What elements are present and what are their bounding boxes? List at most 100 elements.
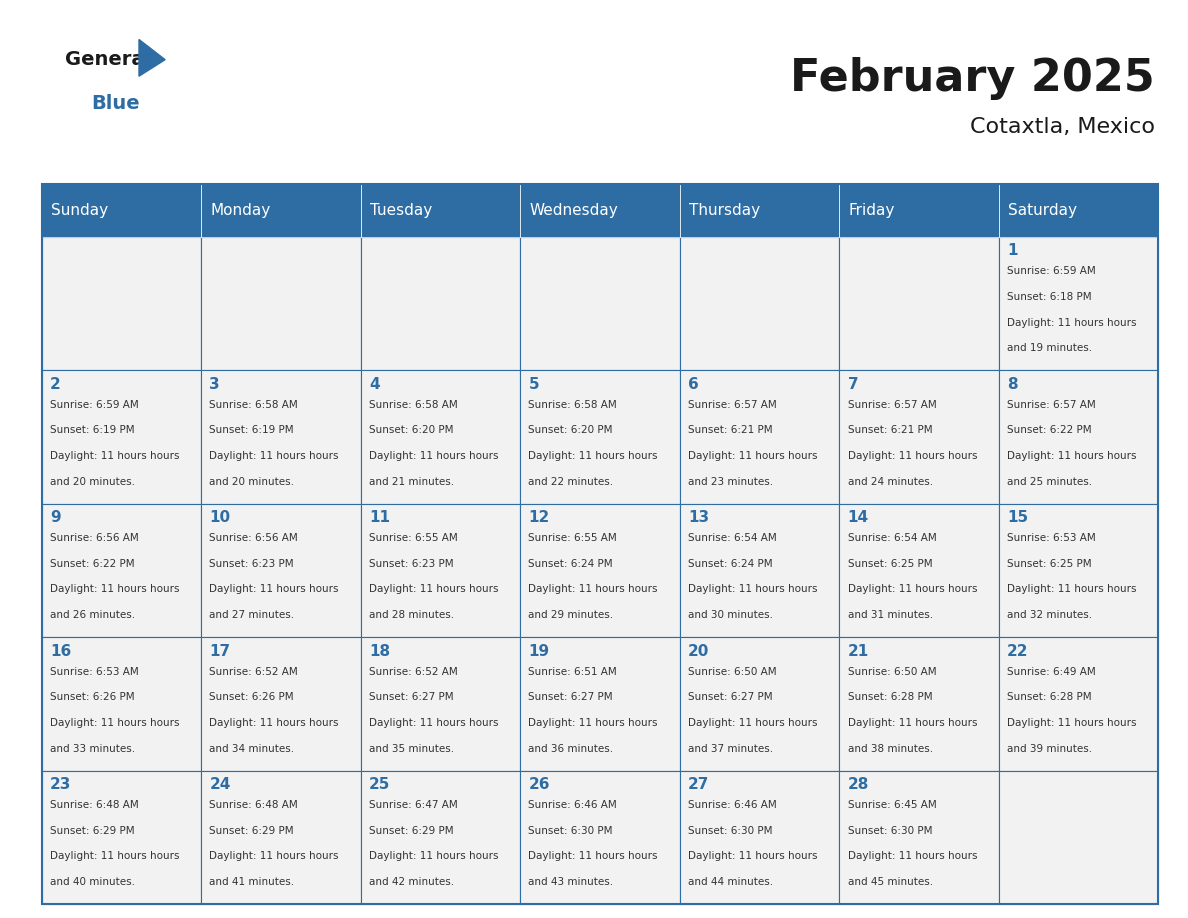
Bar <box>520 370 680 504</box>
Text: Sunset: 6:21 PM: Sunset: 6:21 PM <box>688 425 772 435</box>
Text: and 41 minutes.: and 41 minutes. <box>209 877 295 887</box>
Bar <box>201 370 361 504</box>
Text: 17: 17 <box>209 644 230 659</box>
Bar <box>520 771 680 904</box>
Text: Sunset: 6:22 PM: Sunset: 6:22 PM <box>1007 425 1092 435</box>
Text: Sunset: 6:30 PM: Sunset: 6:30 PM <box>688 826 772 835</box>
Text: Sunset: 6:19 PM: Sunset: 6:19 PM <box>209 425 295 435</box>
Text: Daylight: 11 hours hours: Daylight: 11 hours hours <box>847 718 977 728</box>
Text: Sunset: 6:23 PM: Sunset: 6:23 PM <box>369 559 454 569</box>
Bar <box>361 237 520 370</box>
Text: Sunrise: 6:55 AM: Sunrise: 6:55 AM <box>369 533 457 543</box>
Text: Sunset: 6:26 PM: Sunset: 6:26 PM <box>209 692 295 702</box>
Bar <box>42 184 1158 904</box>
Text: 13: 13 <box>688 510 709 525</box>
Text: and 19 minutes.: and 19 minutes. <box>1007 343 1092 353</box>
Text: Daylight: 11 hours hours: Daylight: 11 hours hours <box>688 718 817 728</box>
Bar <box>839 637 999 771</box>
Text: 22: 22 <box>1007 644 1029 659</box>
Text: Daylight: 11 hours hours: Daylight: 11 hours hours <box>1007 451 1137 461</box>
Bar <box>520 237 680 370</box>
Text: Sunrise: 6:46 AM: Sunrise: 6:46 AM <box>688 800 777 810</box>
Text: Sunrise: 6:54 AM: Sunrise: 6:54 AM <box>688 533 777 543</box>
Text: Sunset: 6:27 PM: Sunset: 6:27 PM <box>688 692 772 702</box>
Bar <box>201 771 361 904</box>
Bar <box>999 184 1158 237</box>
Text: and 32 minutes.: and 32 minutes. <box>1007 610 1092 621</box>
Text: Daylight: 11 hours hours: Daylight: 11 hours hours <box>369 718 499 728</box>
Text: Daylight: 11 hours hours: Daylight: 11 hours hours <box>209 852 339 861</box>
Text: 3: 3 <box>209 376 220 392</box>
Text: Sunrise: 6:54 AM: Sunrise: 6:54 AM <box>847 533 936 543</box>
Text: Daylight: 11 hours hours: Daylight: 11 hours hours <box>209 451 339 461</box>
Bar <box>839 237 999 370</box>
Text: Sunday: Sunday <box>51 203 108 218</box>
Text: and 28 minutes.: and 28 minutes. <box>369 610 454 621</box>
Text: Saturday: Saturday <box>1009 203 1078 218</box>
Text: Daylight: 11 hours hours: Daylight: 11 hours hours <box>50 718 179 728</box>
Bar <box>201 504 361 637</box>
Text: Daylight: 11 hours hours: Daylight: 11 hours hours <box>529 852 658 861</box>
Text: Sunrise: 6:58 AM: Sunrise: 6:58 AM <box>209 399 298 409</box>
Text: Sunrise: 6:52 AM: Sunrise: 6:52 AM <box>209 666 298 677</box>
Text: Sunrise: 6:57 AM: Sunrise: 6:57 AM <box>847 399 936 409</box>
Bar <box>999 504 1158 637</box>
Text: Sunset: 6:20 PM: Sunset: 6:20 PM <box>369 425 454 435</box>
Text: and 31 minutes.: and 31 minutes. <box>847 610 933 621</box>
Text: 15: 15 <box>1007 510 1028 525</box>
Text: and 25 minutes.: and 25 minutes. <box>1007 476 1092 487</box>
Text: Sunrise: 6:57 AM: Sunrise: 6:57 AM <box>688 399 777 409</box>
Bar <box>839 771 999 904</box>
Text: Sunset: 6:27 PM: Sunset: 6:27 PM <box>369 692 454 702</box>
Text: Daylight: 11 hours hours: Daylight: 11 hours hours <box>209 585 339 595</box>
Text: Sunset: 6:23 PM: Sunset: 6:23 PM <box>209 559 295 569</box>
Text: Sunrise: 6:56 AM: Sunrise: 6:56 AM <box>209 533 298 543</box>
Text: Daylight: 11 hours hours: Daylight: 11 hours hours <box>847 585 977 595</box>
Text: 4: 4 <box>369 376 380 392</box>
Text: Sunset: 6:29 PM: Sunset: 6:29 PM <box>50 826 134 835</box>
Text: Daylight: 11 hours hours: Daylight: 11 hours hours <box>1007 585 1137 595</box>
Bar <box>201 637 361 771</box>
Bar <box>999 637 1158 771</box>
Text: Sunset: 6:28 PM: Sunset: 6:28 PM <box>847 692 933 702</box>
Text: 23: 23 <box>50 778 71 792</box>
Text: 12: 12 <box>529 510 550 525</box>
Text: and 37 minutes.: and 37 minutes. <box>688 744 773 754</box>
Text: 28: 28 <box>847 778 868 792</box>
Text: Sunset: 6:21 PM: Sunset: 6:21 PM <box>847 425 933 435</box>
Text: 25: 25 <box>369 778 391 792</box>
Text: 5: 5 <box>529 376 539 392</box>
Text: 9: 9 <box>50 510 61 525</box>
Text: and 21 minutes.: and 21 minutes. <box>369 476 454 487</box>
Text: Daylight: 11 hours hours: Daylight: 11 hours hours <box>369 585 499 595</box>
Bar <box>999 370 1158 504</box>
Text: 11: 11 <box>369 510 390 525</box>
Text: 27: 27 <box>688 778 709 792</box>
Text: 26: 26 <box>529 778 550 792</box>
Text: and 36 minutes.: and 36 minutes. <box>529 744 614 754</box>
Text: Daylight: 11 hours hours: Daylight: 11 hours hours <box>50 451 179 461</box>
Text: 8: 8 <box>1007 376 1018 392</box>
Text: Daylight: 11 hours hours: Daylight: 11 hours hours <box>50 585 179 595</box>
Text: Sunset: 6:27 PM: Sunset: 6:27 PM <box>529 692 613 702</box>
Text: 24: 24 <box>209 778 230 792</box>
Bar <box>42 237 201 370</box>
Text: and 20 minutes.: and 20 minutes. <box>209 476 295 487</box>
Text: 19: 19 <box>529 644 550 659</box>
Text: and 22 minutes.: and 22 minutes. <box>529 476 614 487</box>
Text: 18: 18 <box>369 644 390 659</box>
Bar <box>42 184 201 237</box>
Text: February 2025: February 2025 <box>790 57 1155 99</box>
Bar <box>680 184 839 237</box>
Text: Daylight: 11 hours hours: Daylight: 11 hours hours <box>688 585 817 595</box>
Text: Daylight: 11 hours hours: Daylight: 11 hours hours <box>688 852 817 861</box>
Text: 14: 14 <box>847 510 868 525</box>
Text: and 23 minutes.: and 23 minutes. <box>688 476 773 487</box>
Bar <box>42 370 201 504</box>
Text: Sunrise: 6:48 AM: Sunrise: 6:48 AM <box>209 800 298 810</box>
Text: Sunset: 6:18 PM: Sunset: 6:18 PM <box>1007 292 1092 302</box>
Bar <box>42 504 201 637</box>
Bar <box>680 370 839 504</box>
Text: 10: 10 <box>209 510 230 525</box>
Text: Monday: Monday <box>210 203 271 218</box>
